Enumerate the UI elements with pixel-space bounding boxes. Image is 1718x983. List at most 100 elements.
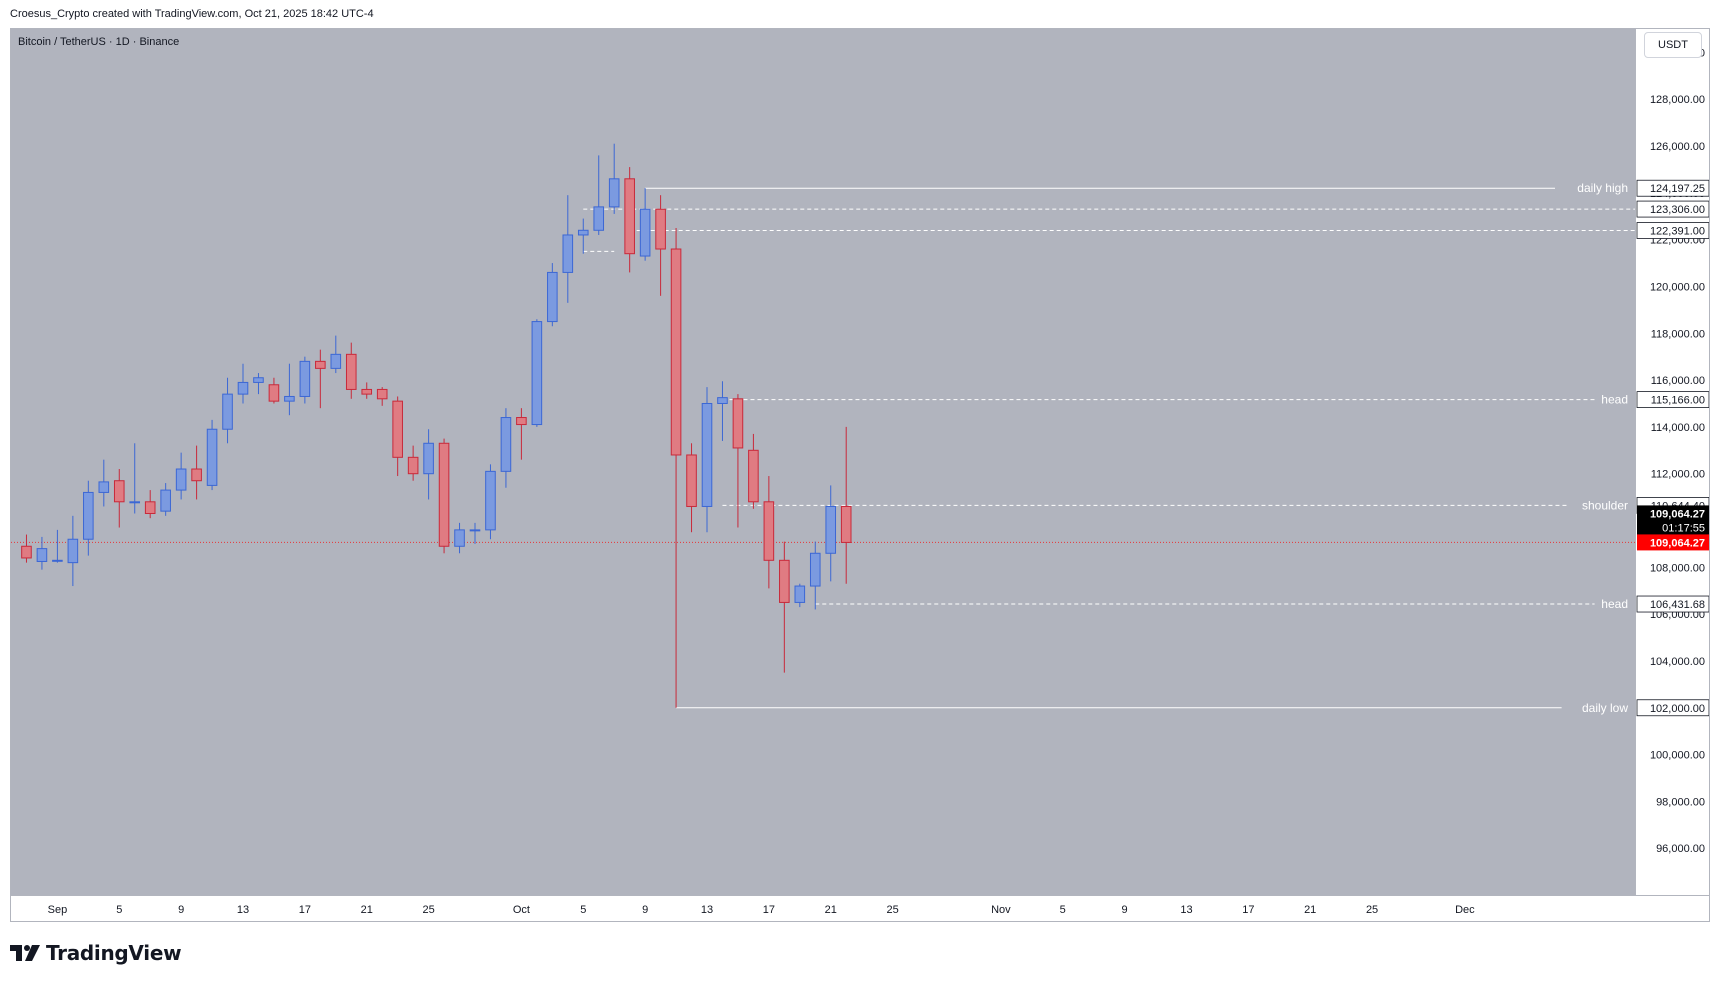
- level-price-tag-label: 122,391.00: [1650, 225, 1705, 237]
- last-price-label: 109,064.27: [1650, 537, 1705, 549]
- candle-body: [577, 229, 589, 236]
- time-tick-label: 13: [237, 904, 249, 916]
- candle: [315, 349, 326, 409]
- candle: [748, 433, 759, 509]
- price-tick-label: 112,000.00: [1651, 469, 1705, 481]
- candle-body: [160, 489, 171, 512]
- price-tick-label: 98,000.00: [1656, 796, 1705, 808]
- candle: [655, 195, 666, 296]
- chart-container[interactable]: daily high head shoulder head daily low 96,0…: [10, 28, 1710, 922]
- candle: [516, 408, 527, 460]
- candle: [794, 583, 806, 608]
- candle-body: [268, 384, 280, 402]
- candle: [330, 335, 342, 374]
- time-tick-label: 9: [178, 904, 184, 916]
- time-tick-label: 13: [701, 904, 713, 916]
- candle-body: [423, 442, 434, 475]
- price-tick-label: 126,000.00: [1650, 141, 1705, 153]
- candle: [253, 373, 264, 395]
- candle-body: [779, 559, 790, 603]
- candle: [624, 167, 635, 273]
- level-price-tag: [1636, 595, 1709, 613]
- candle-body: [562, 234, 574, 273]
- time-tick-label: 5: [1060, 904, 1066, 916]
- time-tick-label: 17: [1242, 904, 1254, 916]
- time-tick-label: 9: [1122, 904, 1128, 916]
- candle-body: [701, 402, 713, 507]
- level-price-tag-label: 102,000.00: [1650, 703, 1705, 715]
- countdown-timer-label: 01:17:55: [1662, 522, 1705, 534]
- candle: [392, 396, 403, 477]
- symbol-title[interactable]: Bitcoin / TetherUS · 1D · Binance: [18, 36, 180, 48]
- candle: [36, 536, 48, 570]
- level-label: shoulder: [1582, 498, 1628, 512]
- candle-body: [52, 559, 63, 562]
- candle-body: [500, 417, 512, 472]
- candle-body: [593, 206, 605, 231]
- time-tick-label: Nov: [991, 904, 1011, 916]
- level-label: head: [1601, 393, 1628, 407]
- candle: [701, 387, 713, 533]
- time-axis-labels: Sep 5 9 13 17 21 25 Oct 5 9 13 17 21 25 Nov 5 9 13 17 21 25 D…: [48, 904, 1476, 916]
- price-tick-label: 128,000.00: [1650, 94, 1705, 106]
- candle: [825, 485, 837, 582]
- candle-body: [438, 442, 450, 547]
- chart-attribution: Croesus_Crypto created with TradingView.…: [10, 8, 374, 20]
- candle: [113, 469, 125, 528]
- countdown-price-label: 109,064.27: [1650, 508, 1705, 520]
- candle: [144, 490, 156, 519]
- candle: [686, 443, 697, 533]
- level-label: head: [1601, 597, 1628, 611]
- time-tick-label: 5: [116, 904, 122, 916]
- candle-body: [763, 501, 775, 561]
- candle-body: [299, 360, 311, 397]
- price-tick-label: 100,000.00: [1650, 750, 1705, 762]
- candle: [840, 426, 852, 584]
- time-tick-label: 17: [299, 904, 311, 916]
- currency-button[interactable]: USDT: [1644, 32, 1702, 58]
- candle: [191, 445, 202, 500]
- candle-body: [222, 393, 233, 430]
- time-tick-label: 17: [763, 904, 775, 916]
- candle-body: [624, 178, 635, 255]
- candle: [423, 429, 434, 500]
- last-price-tag: [1637, 534, 1709, 551]
- countdown-tag: [1637, 505, 1709, 536]
- candle-body: [717, 397, 728, 404]
- candle-body: [670, 248, 682, 456]
- candle: [98, 459, 110, 507]
- price-scale[interactable]: [1635, 29, 1709, 895]
- candle: [670, 227, 682, 708]
- candle-body: [840, 505, 852, 543]
- level-price-tag-label: 123,306.00: [1650, 204, 1705, 216]
- candle-body: [686, 454, 697, 507]
- price-axis-labels: 96,000.00 98,000.00 100,000.00 102,000.00 10…: [1650, 47, 1705, 855]
- candle-body: [639, 208, 651, 257]
- time-tick-label: 21: [361, 904, 373, 916]
- candle: [438, 438, 450, 554]
- candle-body: [608, 178, 620, 208]
- time-scale[interactable]: [11, 895, 1709, 921]
- level-price-tag: [1636, 222, 1709, 239]
- level-price-tag: [1636, 179, 1709, 197]
- time-tick-label: Oct: [513, 904, 530, 916]
- candle-body: [129, 501, 141, 504]
- candle: [83, 480, 94, 556]
- candle: [52, 529, 63, 563]
- candlestick-chart: daily high head shoulder head daily low 96,0…: [11, 47, 1709, 916]
- price-tick-label: 116,000.00: [1651, 375, 1705, 387]
- candle: [160, 483, 171, 516]
- time-tick-label: 25: [886, 904, 898, 916]
- candle: [222, 377, 233, 444]
- candle: [345, 342, 357, 399]
- tradingview-brand[interactable]: TradingView: [10, 940, 182, 966]
- candle-body: [206, 428, 218, 486]
- level-price-tag-label: 115,166.00: [1651, 395, 1705, 407]
- candle: [608, 143, 620, 214]
- candle: [284, 363, 295, 416]
- candle: [562, 195, 574, 303]
- price-pane[interactable]: [11, 29, 1635, 895]
- candle: [547, 263, 558, 327]
- time-tick-label: 5: [580, 904, 586, 916]
- candle: [206, 419, 218, 491]
